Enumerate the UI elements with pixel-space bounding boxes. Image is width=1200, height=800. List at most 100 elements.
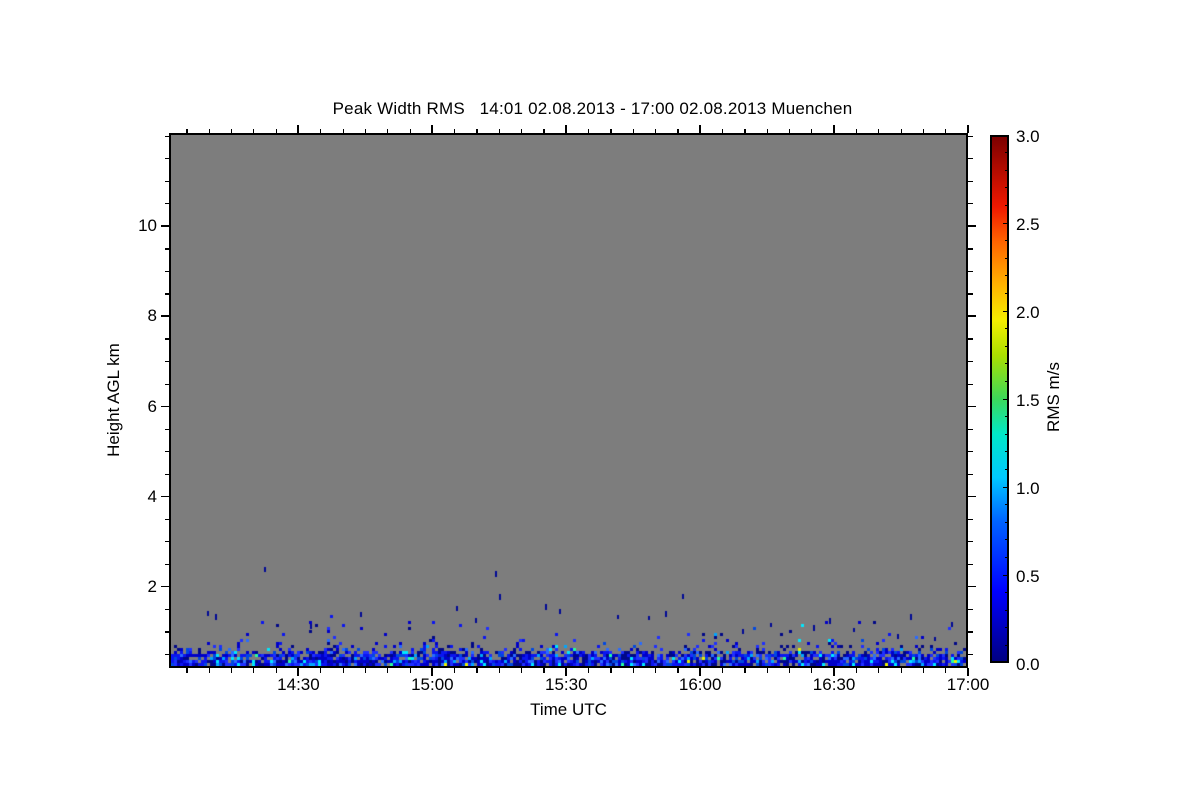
tick-mark <box>968 585 976 588</box>
tick-mark <box>364 128 367 133</box>
tick-mark <box>161 225 169 227</box>
colorbar-tick-label: 0.0 <box>1016 655 1040 674</box>
tick-mark <box>1005 152 1009 154</box>
tick-mark <box>1003 487 1009 489</box>
tick-mark <box>968 451 973 453</box>
tick-mark <box>1005 521 1009 523</box>
tick-mark <box>1005 644 1009 646</box>
tick-mark <box>409 668 411 673</box>
x-axis-label: Time UTC <box>530 700 607 719</box>
tick-mark <box>833 125 835 133</box>
tick-mark <box>744 668 746 673</box>
colorbar-tick-label: 1.0 <box>1016 479 1040 498</box>
tick-mark <box>721 128 724 133</box>
tick-mark <box>1003 311 1009 313</box>
tick-mark <box>275 128 277 133</box>
tick-mark <box>164 563 169 566</box>
tick-mark <box>1005 539 1009 541</box>
tick-mark <box>275 668 277 673</box>
tick-mark <box>766 668 768 673</box>
tick-mark <box>968 270 973 273</box>
tick-mark <box>409 128 411 133</box>
tick-mark <box>164 270 169 273</box>
tick-mark <box>1005 328 1009 330</box>
chart-title: Peak Width RMS 14:01 02.08.2013 - 17:00 … <box>332 99 853 118</box>
tick-mark <box>610 128 612 133</box>
x-tick-label: 15:30 <box>544 675 588 694</box>
tick-mark <box>297 125 299 133</box>
y-tick-label: 4 <box>147 486 157 506</box>
tick-mark <box>164 541 169 543</box>
tick-mark <box>900 668 902 673</box>
tick-mark <box>164 293 169 295</box>
tick-mark <box>632 668 634 673</box>
tick-mark <box>161 495 169 498</box>
tick-mark <box>186 668 188 673</box>
tick-mark <box>161 405 169 408</box>
tick-mark <box>164 428 169 430</box>
tick-mark <box>161 315 169 317</box>
tick-mark <box>164 361 169 363</box>
tick-mark <box>1005 416 1009 418</box>
tick-mark <box>164 383 169 385</box>
tick-mark <box>788 128 791 133</box>
colorbar-tick-label: 2.5 <box>1016 215 1040 234</box>
tick-mark <box>788 668 791 673</box>
tick-mark <box>811 668 813 673</box>
tick-mark <box>1005 380 1009 382</box>
x-tick-label: 17:00 <box>946 675 990 694</box>
tick-mark <box>945 128 947 133</box>
tick-mark <box>968 495 976 498</box>
tick-mark <box>968 338 973 340</box>
tick-mark <box>1005 275 1009 277</box>
tick-mark <box>164 653 169 656</box>
tick-mark <box>1005 204 1009 206</box>
tick-mark <box>253 668 255 673</box>
tick-mark <box>968 608 973 611</box>
tick-mark <box>1005 240 1009 242</box>
tick-mark <box>1005 556 1009 558</box>
tick-mark <box>1005 609 1009 611</box>
tick-mark <box>565 125 567 133</box>
tick-mark <box>431 125 433 133</box>
tick-mark <box>968 135 973 137</box>
tick-mark <box>454 128 456 133</box>
tick-mark <box>1005 169 1009 171</box>
colorbar-tick-label: 1.5 <box>1016 391 1040 410</box>
tick-mark <box>320 668 322 673</box>
tick-mark <box>967 125 969 133</box>
tick-mark <box>968 293 973 295</box>
tick-mark <box>164 180 169 182</box>
tick-mark <box>164 248 169 250</box>
tick-mark <box>387 668 389 673</box>
tick-mark <box>1005 398 1009 400</box>
tick-mark <box>161 585 169 588</box>
tick-mark <box>878 668 880 673</box>
tick-mark <box>968 203 973 205</box>
tick-mark <box>655 668 657 673</box>
tick-mark <box>1005 574 1009 576</box>
tick-mark <box>922 668 925 673</box>
tick-mark <box>208 668 210 673</box>
tick-mark <box>968 361 973 363</box>
tick-mark <box>1005 363 1009 365</box>
tick-mark <box>342 128 344 133</box>
tick-mark <box>164 631 169 633</box>
tick-mark <box>766 128 768 133</box>
tick-mark <box>855 668 858 673</box>
tick-mark <box>1005 292 1009 294</box>
colorbar-tick-label: 3.0 <box>1016 127 1040 146</box>
tick-mark <box>721 668 724 673</box>
tick-mark <box>699 125 701 133</box>
tick-mark <box>320 128 322 133</box>
tick-mark <box>164 451 169 453</box>
tick-mark <box>945 668 947 673</box>
tick-mark <box>230 668 233 673</box>
tick-mark <box>164 473 169 475</box>
colorbar-tick-label: 0.5 <box>1016 567 1040 586</box>
tick-mark <box>1003 136 1009 138</box>
tick-mark <box>968 518 973 520</box>
tick-mark <box>476 128 478 133</box>
tick-mark <box>164 608 169 611</box>
